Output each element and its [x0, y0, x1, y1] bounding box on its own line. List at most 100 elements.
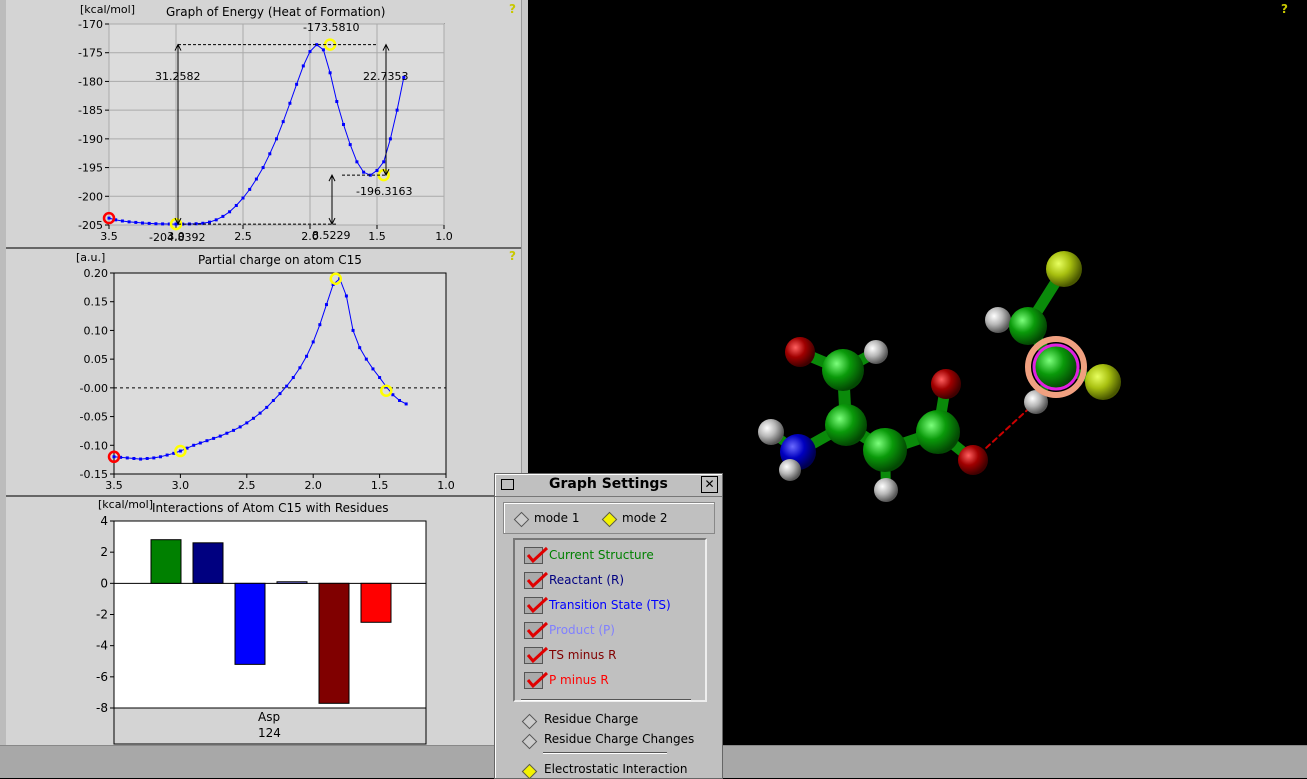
residue-charge-changes-label[interactable]: Residue Charge Changes — [544, 732, 695, 746]
x-tick-label: 2.5 — [238, 479, 256, 492]
data-point — [348, 143, 352, 147]
x-tick-label: 2.0 — [301, 230, 319, 243]
data-point — [147, 221, 151, 225]
residue-charge-changes-radio[interactable] — [521, 733, 538, 750]
y-tick-label: -190 — [78, 133, 103, 146]
series-checkbox[interactable] — [524, 596, 549, 614]
data-point — [404, 402, 408, 406]
current-position-marker — [102, 211, 116, 225]
interaction-unit-label: [kcal/mol] — [98, 498, 154, 511]
residue-charge-label[interactable]: Residue Charge — [544, 712, 639, 726]
series-checkbox[interactable] — [524, 646, 549, 664]
charge-help-icon[interactable]: ? — [509, 249, 516, 263]
y-tick-label: 0 — [100, 576, 108, 590]
y-tick-label: 0.10 — [84, 324, 109, 337]
data-point — [331, 282, 335, 286]
y-tick-label: -0.00 — [80, 382, 108, 395]
data-point — [258, 411, 262, 415]
data-point — [154, 222, 158, 226]
data-point — [172, 451, 176, 455]
bar-p-minus-r — [360, 582, 392, 623]
data-point — [228, 210, 232, 214]
data-point — [305, 354, 309, 358]
y-tick-label: -0.10 — [80, 439, 108, 452]
data-point — [254, 177, 258, 181]
data-point — [192, 443, 196, 447]
y-tick-label: -200 — [78, 190, 103, 203]
x-tick-label: 2.5 — [234, 230, 252, 243]
mode-selector: mode 1 mode 2 — [503, 502, 715, 534]
data-point — [375, 168, 379, 172]
dialog-titlebar[interactable]: Graph Settings ✕ — [495, 474, 722, 497]
bar-transition-state-ts — [234, 582, 266, 665]
series-checkbox-label[interactable]: Transition State (TS) — [549, 598, 671, 612]
data-point — [278, 392, 282, 396]
close-button[interactable]: ✕ — [701, 476, 718, 493]
reaction-energy-value-label: 8.5229 — [312, 229, 351, 242]
view-help-icon[interactable]: ? — [1281, 2, 1288, 16]
data-point — [355, 160, 359, 164]
series-checkbox-label[interactable]: TS minus R — [549, 648, 617, 662]
panel-splitter[interactable] — [521, 0, 529, 745]
data-point — [301, 64, 305, 68]
data-point — [139, 457, 143, 461]
data-point — [125, 456, 129, 460]
data-point — [268, 152, 272, 156]
mode-1-radio[interactable] — [513, 511, 530, 528]
data-point — [281, 120, 285, 124]
x-tick-label: 3.5 — [100, 230, 118, 243]
ts-energy-label: -173.5810 — [303, 21, 359, 34]
window-menu-icon[interactable] — [501, 479, 514, 490]
bar-reactant-r — [192, 542, 224, 584]
energy-graph-title: Graph of Energy (Heat of Formation) — [166, 5, 386, 19]
residue-number-label: 124 — [258, 726, 281, 740]
y-tick-label: 0.20 — [84, 267, 109, 280]
data-point — [261, 166, 265, 170]
electrostatic-interaction-label[interactable]: Electrostatic Interaction — [544, 762, 688, 776]
series-checkbox[interactable] — [524, 546, 549, 564]
y-tick-label: -8 — [96, 701, 108, 715]
data-point — [205, 439, 209, 443]
left-edge-strip — [0, 0, 6, 745]
data-point — [342, 123, 345, 126]
data-point — [198, 441, 202, 445]
data-point — [371, 367, 375, 371]
series-checkbox[interactable] — [524, 621, 549, 639]
data-point — [114, 218, 118, 222]
mode-2-label[interactable]: mode 2 — [622, 511, 668, 525]
data-point — [107, 216, 111, 220]
divider — [543, 752, 667, 754]
data-point — [275, 137, 278, 141]
series-checkbox[interactable] — [524, 671, 549, 689]
energy-help-icon[interactable]: ? — [509, 2, 516, 16]
data-point — [324, 303, 328, 307]
data-point — [251, 416, 255, 420]
x-tick-label: 3.5 — [105, 479, 123, 492]
y-tick-label: -195 — [78, 162, 103, 175]
molecule-render — [758, 251, 1121, 502]
plot-area — [113, 272, 447, 475]
series-checkbox-label[interactable]: Current Structure — [549, 548, 654, 562]
residue-charge-radio[interactable] — [521, 713, 538, 730]
data-point — [271, 398, 275, 402]
series-checkbox-label[interactable]: P minus R — [549, 673, 609, 687]
bar-current-structure — [150, 539, 182, 584]
data-point — [344, 294, 348, 298]
mode-1-label[interactable]: mode 1 — [534, 511, 580, 525]
bar-product-p — [276, 581, 308, 584]
data-point — [181, 222, 185, 226]
series-checkbox-label[interactable]: Reactant (R) — [549, 573, 625, 587]
series-checkbox[interactable] — [524, 571, 549, 589]
data-point — [225, 431, 229, 435]
data-point — [315, 43, 319, 47]
data-point — [212, 436, 216, 440]
x-tick-label: 2.0 — [304, 479, 322, 492]
graph-settings-dialog[interactable]: Graph Settings ✕ mode 1 mode 2 Current S… — [494, 473, 723, 779]
series-checkbox-label[interactable]: Product (P) — [549, 623, 615, 637]
data-point — [291, 376, 295, 380]
data-point — [185, 446, 189, 450]
charge-chart: 3.5 3.0 2.5 2.0 1.5 1.0 0.20 0.15 0.10 0.05 -0.00 -… — [80, 267, 455, 492]
mode-2-radio[interactable] — [601, 511, 618, 528]
reactant-energy-label: -204.8392 — [149, 231, 205, 244]
x-tick-label: 1.5 — [368, 230, 386, 243]
